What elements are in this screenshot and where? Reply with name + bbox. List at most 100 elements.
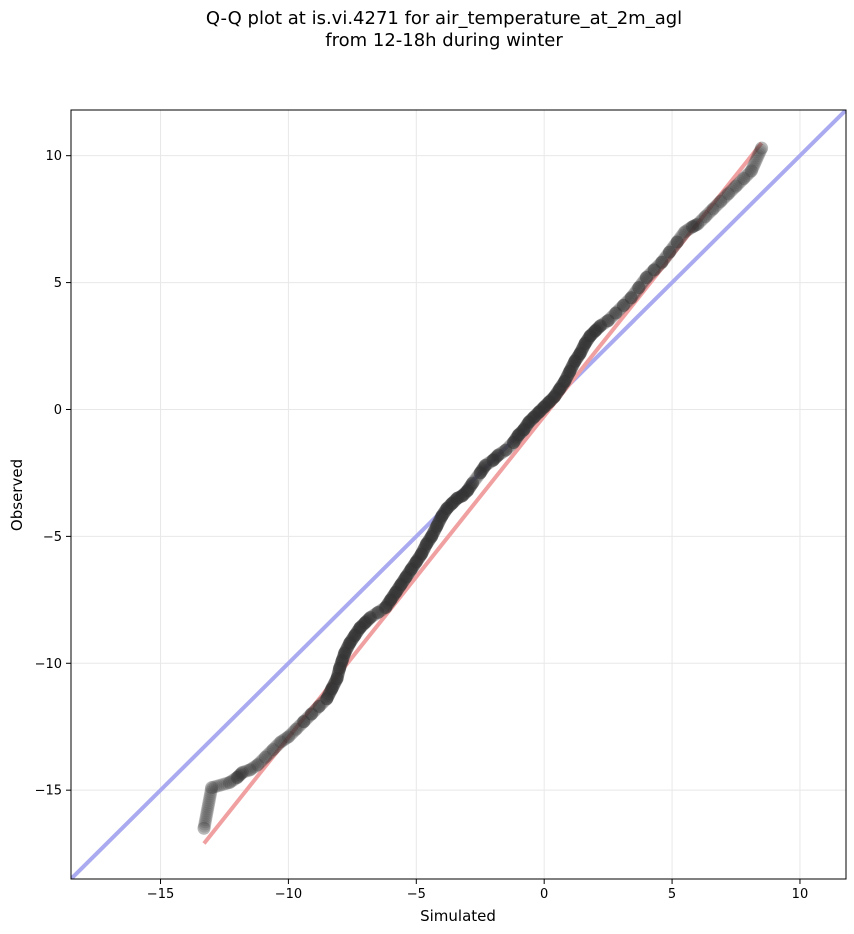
- qq-point: [358, 616, 372, 630]
- qq-point: [564, 361, 578, 375]
- qq-point: [197, 821, 211, 835]
- qq-point: [297, 715, 311, 729]
- qq-point: [508, 434, 522, 448]
- qq-point: [484, 454, 498, 468]
- qq-point: [211, 779, 225, 793]
- qq-point: [272, 736, 286, 750]
- qq-point: [391, 582, 405, 596]
- qq-point: [499, 443, 513, 457]
- qq-point: [678, 225, 692, 239]
- qq-point: [425, 528, 439, 542]
- qq-point: [281, 730, 295, 744]
- qq-point: [655, 255, 669, 269]
- qq-point: [537, 400, 551, 414]
- qq-point: [478, 458, 492, 472]
- y-tick-label: −15: [35, 784, 62, 799]
- qq-point: [203, 787, 217, 801]
- qq-point: [368, 608, 382, 622]
- qq-point: [558, 373, 572, 387]
- qq-point: [518, 421, 532, 435]
- qq-point: [324, 683, 338, 697]
- qq-point: [712, 196, 726, 210]
- qq-point: [421, 535, 435, 549]
- qq-point: [734, 175, 748, 189]
- qq-point: [229, 771, 243, 785]
- qq-point: [644, 266, 658, 280]
- qq-point: [420, 537, 434, 551]
- qq-point: [219, 777, 233, 791]
- qq-point: [590, 323, 604, 337]
- qq-point: [437, 506, 451, 520]
- qq-point: [227, 773, 241, 787]
- qq-point: [467, 474, 481, 488]
- qq-point: [237, 765, 251, 779]
- qq-point: [557, 376, 571, 390]
- qq-point: [601, 314, 615, 328]
- qq-point: [520, 418, 534, 432]
- qq-point: [749, 152, 763, 166]
- qq-point: [380, 599, 394, 613]
- qq-point: [460, 484, 474, 498]
- qq-point: [205, 781, 219, 795]
- qq-point: [689, 218, 703, 232]
- qq-point: [335, 654, 349, 668]
- qq-point: [379, 600, 393, 614]
- qq-point: [560, 369, 574, 383]
- qq-point: [269, 740, 283, 754]
- y-axis-label: Observed: [8, 459, 26, 531]
- qq-point: [336, 650, 350, 664]
- qq-point: [261, 747, 275, 761]
- qq-point: [327, 677, 341, 691]
- qq-point: [497, 444, 511, 458]
- qq-point: [245, 762, 259, 776]
- qq-point: [706, 202, 720, 216]
- qq-point: [257, 752, 271, 766]
- qq-point: [345, 633, 359, 647]
- qq-point: [266, 743, 280, 757]
- qq-point: [595, 318, 609, 332]
- qq-point: [547, 390, 561, 404]
- qq-point: [701, 207, 715, 221]
- qq-point: [263, 746, 277, 760]
- qq-point: [400, 568, 414, 582]
- qq-point: [565, 359, 579, 373]
- qq-point: [675, 228, 689, 242]
- qq-point: [235, 765, 249, 779]
- qq-point: [281, 730, 295, 744]
- qq-point: [639, 271, 653, 285]
- qq-point: [674, 230, 688, 244]
- qq-point: [389, 585, 403, 599]
- qq-point: [556, 378, 570, 392]
- qq-point: [198, 815, 212, 829]
- qq-point: [466, 476, 480, 490]
- qq-point: [522, 415, 536, 429]
- qq-point: [671, 233, 685, 247]
- qq-point: [277, 733, 291, 747]
- qq-point: [292, 719, 306, 733]
- qq-point: [455, 489, 469, 503]
- qq-point: [348, 628, 362, 642]
- qq-point: [480, 457, 494, 471]
- qq-point: [304, 707, 318, 721]
- qq-point: [280, 731, 294, 745]
- qq-point: [616, 298, 630, 312]
- qq-point: [199, 811, 213, 825]
- qq-point: [503, 439, 517, 453]
- qq-point: [604, 311, 618, 325]
- qq-point: [395, 576, 409, 590]
- qq-point: [737, 172, 751, 186]
- qq-point: [612, 303, 626, 317]
- qq-point: [258, 750, 272, 764]
- qq-point: [531, 406, 545, 420]
- qq-point: [439, 503, 453, 517]
- qq-point: [417, 542, 431, 556]
- qq-point: [294, 718, 308, 732]
- qq-point: [384, 593, 398, 607]
- qq-point: [711, 197, 725, 211]
- qq-point: [291, 721, 305, 735]
- qq-point: [436, 508, 450, 522]
- qq-point: [325, 682, 339, 696]
- qq-point: [681, 223, 695, 237]
- qq-point: [578, 336, 592, 350]
- qq-point: [438, 505, 452, 519]
